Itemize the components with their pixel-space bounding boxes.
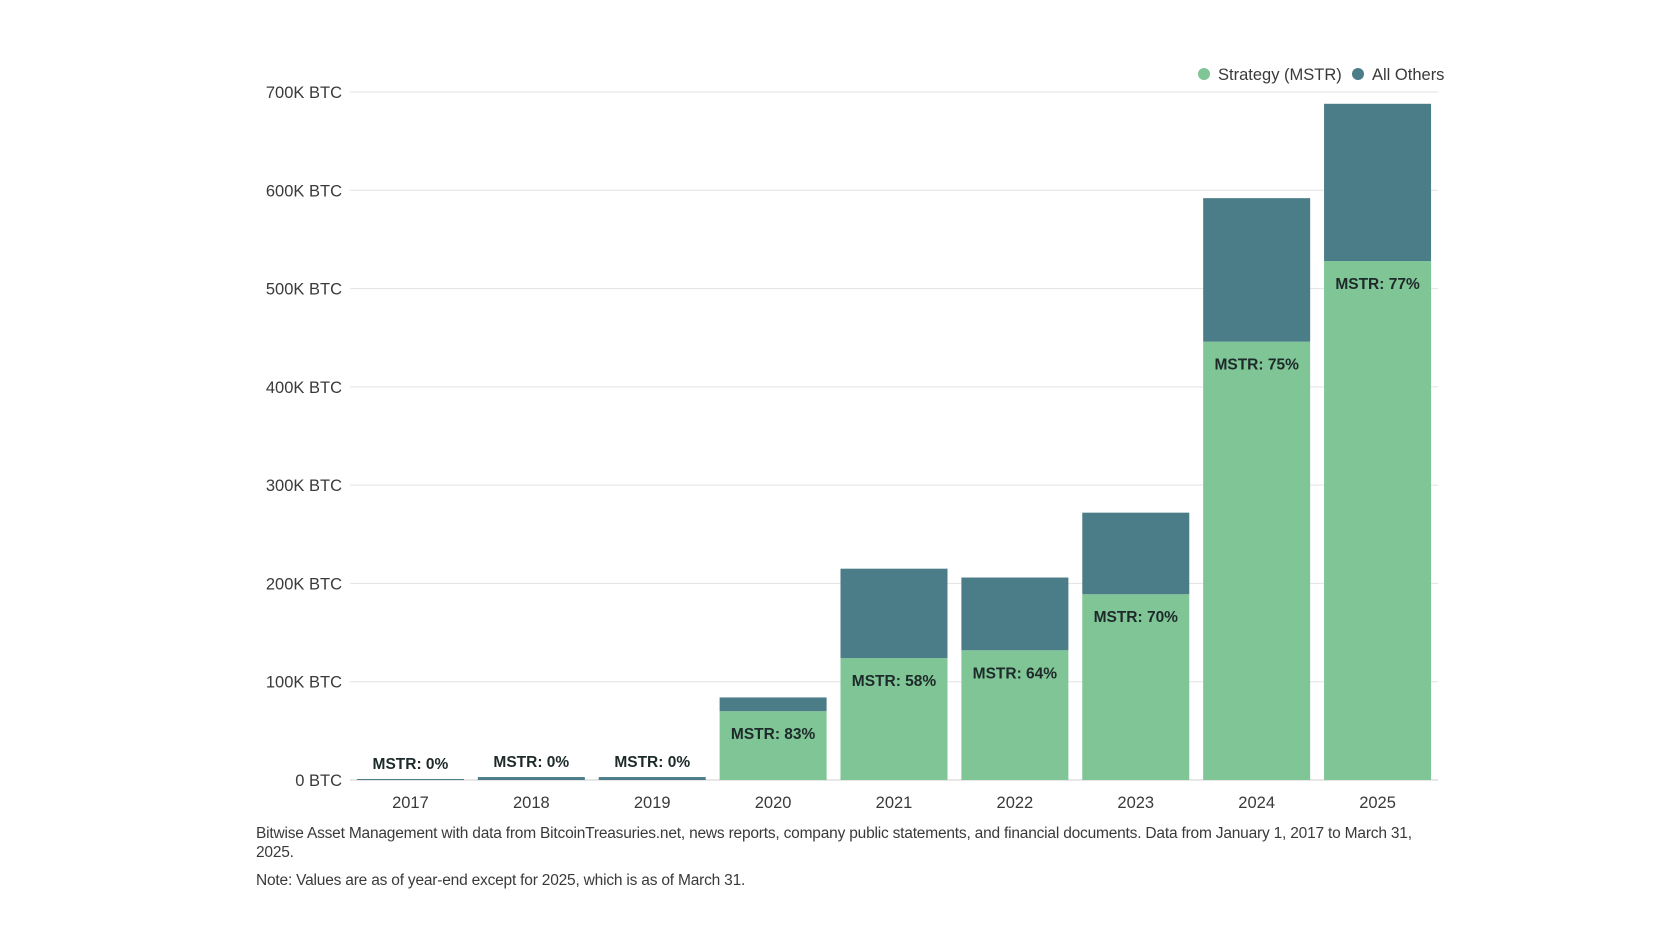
footnote: Note: Values are as of year-end except f…: [256, 872, 746, 889]
legend-swatch-mstr: [1198, 68, 1210, 80]
bar-segment-mstr: [719, 711, 827, 780]
bar-segment-mstr: [1324, 261, 1432, 781]
bar-segment-others: [1324, 103, 1432, 262]
bar-value-label: MSTR: 75%: [1214, 357, 1299, 374]
legend-swatch-others: [1352, 68, 1364, 80]
bar-value-label: MSTR: 0%: [614, 754, 690, 771]
bar-segment-others: [840, 568, 948, 659]
bar-segment-others: [477, 777, 585, 780]
bar-segment-mstr: [1082, 594, 1190, 780]
bar-segment-others: [719, 697, 827, 712]
y-tick-label: 500K BTC: [266, 281, 342, 299]
x-tick-label: 2025: [1359, 794, 1396, 812]
bar-value-label: MSTR: 77%: [1335, 276, 1420, 293]
x-tick-label: 2024: [1238, 794, 1275, 812]
x-axis-ticks: 2017 2018 2019 2020 2021 2022 2023 2024 2025: [392, 794, 1396, 812]
y-tick-label: 300K BTC: [266, 477, 342, 495]
legend-label: Strategy (MSTR): [1218, 66, 1342, 84]
source-note: Bitwise Asset Management with data from …: [256, 825, 1412, 861]
bar-segment-mstr: [840, 658, 948, 780]
x-tick-label: 2021: [876, 794, 913, 812]
bars: [356, 103, 1432, 781]
bar-value-label: MSTR: 64%: [973, 665, 1058, 682]
bar-segment-others: [598, 777, 706, 780]
y-tick-label: 600K BTC: [266, 182, 342, 200]
bar-segment-mstr: [1203, 341, 1311, 780]
bar-segment-others: [1203, 198, 1311, 342]
y-tick-label: 200K BTC: [266, 575, 342, 593]
y-tick-label: 400K BTC: [266, 379, 342, 397]
bar-value-label: MSTR: 0%: [493, 754, 569, 771]
legend-label: All Others: [1372, 66, 1444, 84]
bar-value-label: MSTR: 70%: [1094, 609, 1179, 626]
y-tick-label: 0 BTC: [295, 772, 342, 790]
y-axis-ticks: 0 BTC 100K BTC 200K BTC 300K BTC 400K BTC 500…: [266, 84, 342, 790]
bar-value-label: MSTR: 0%: [373, 756, 449, 773]
x-tick-label: 2018: [513, 794, 550, 812]
bar-value-label: MSTR: 83%: [731, 726, 816, 743]
x-tick-label: 2023: [1117, 794, 1154, 812]
bar-value-label: MSTR: 58%: [852, 673, 937, 690]
x-tick-label: 2020: [755, 794, 792, 812]
bar-segment-others: [961, 577, 1069, 651]
y-tick-label: 700K BTC: [266, 84, 342, 102]
bar-labels: MSTR: 0% MSTR: 0% MSTR: 0% MSTR: 83% MSTR: 5…: [373, 276, 1420, 773]
bar-segment-others: [1082, 512, 1190, 595]
legend: Strategy (MSTR) All Others: [1198, 66, 1444, 84]
x-tick-label: 2022: [997, 794, 1034, 812]
y-tick-label: 100K BTC: [266, 674, 342, 692]
bar-segment-others: [356, 779, 464, 781]
bar-segment-mstr: [961, 650, 1069, 780]
x-tick-label: 2017: [392, 794, 429, 812]
x-tick-label: 2019: [634, 794, 671, 812]
